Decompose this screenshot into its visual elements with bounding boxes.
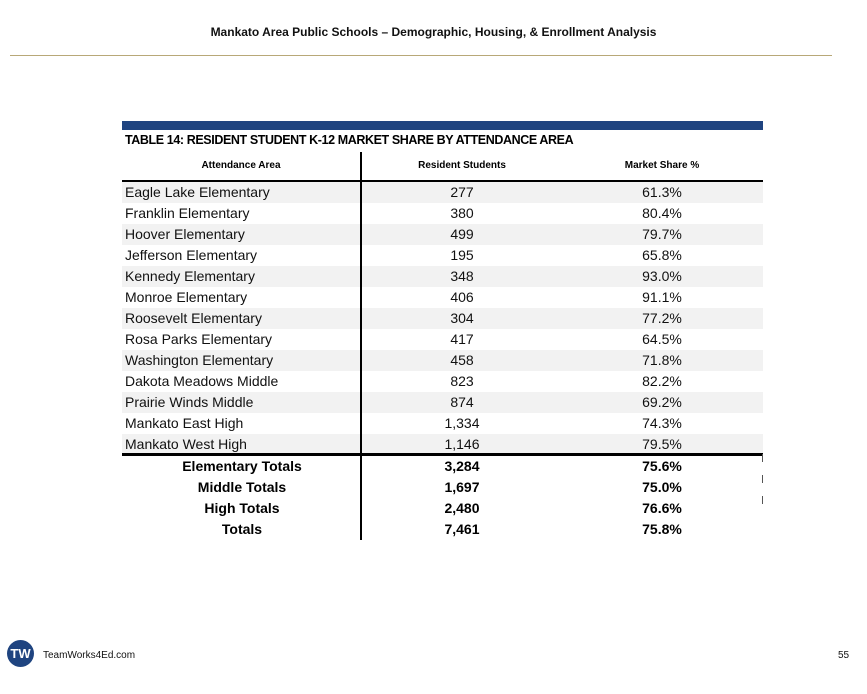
totals-row: Middle Totals 1,697 75.0%: [122, 477, 763, 498]
attendance-area: Kennedy Elementary: [125, 268, 255, 284]
total-label: High Totals: [204, 500, 280, 516]
market-share: 79.5%: [642, 436, 682, 452]
table-row: Jefferson Elementary 195 65.8%: [122, 245, 763, 266]
total-label: Elementary Totals: [182, 458, 302, 474]
resident-students: 304: [450, 310, 474, 326]
attendance-area: Hoover Elementary: [125, 226, 245, 242]
table-title: TABLE 14: RESIDENT STUDENT K-12 MARKET S…: [125, 133, 574, 147]
totals-divider: [122, 453, 763, 456]
footer-site: TeamWorks4Ed.com: [43, 650, 136, 661]
table-row: Prairie Winds Middle 874 69.2%: [122, 392, 763, 413]
attendance-area: Prairie Winds Middle: [125, 394, 254, 410]
market-share: 91.1%: [642, 289, 682, 305]
column-header-attendance-area: Attendance Area: [201, 160, 281, 171]
table-row: Dakota Meadows Middle 823 82.2%: [122, 371, 763, 392]
market-share: 64.5%: [642, 331, 682, 347]
table-row: Hoover Elementary 499 79.7%: [122, 224, 763, 245]
total-market-share: 75.8%: [642, 521, 682, 537]
total-students: 2,480: [444, 500, 480, 516]
market-share: 71.8%: [642, 352, 682, 368]
table-row: Kennedy Elementary 348 93.0%: [122, 266, 763, 287]
resident-students: 348: [450, 268, 474, 284]
market-share: 79.7%: [642, 226, 682, 242]
total-label: Middle Totals: [197, 479, 287, 495]
total-market-share: 76.6%: [642, 500, 682, 516]
resident-students: 1,334: [444, 415, 480, 431]
table-row: Rosa Parks Elementary 417 64.5%: [122, 329, 763, 350]
totals-row: Elementary Totals 3,284 75.6%: [122, 456, 763, 477]
attendance-area: Washington Elementary: [125, 352, 274, 368]
total-market-share: 75.6%: [642, 458, 682, 474]
attendance-area: Jefferson Elementary: [125, 247, 258, 263]
column-header-resident-students: Resident Students: [418, 160, 506, 171]
total-market-share: 75.0%: [642, 479, 682, 495]
tick-mark: [762, 454, 763, 462]
attendance-area: Rosa Parks Elementary: [125, 331, 273, 347]
resident-students: 874: [450, 394, 474, 410]
resident-students: 195: [450, 247, 474, 263]
tick-mark: [762, 496, 763, 504]
attendance-area: Dakota Meadows Middle: [125, 373, 279, 389]
tick-mark: [762, 475, 763, 483]
market-share: 77.2%: [642, 310, 682, 326]
total-students: 3,284: [444, 458, 480, 474]
header-divider: [122, 180, 763, 182]
column-header-market-share: Market Share %: [624, 160, 700, 171]
attendance-area: Roosevelt Elementary: [125, 310, 262, 326]
resident-students: 277: [450, 184, 474, 200]
attendance-area: Mankato West High: [125, 436, 247, 452]
document-header: Mankato Area Public Schools – Demographi…: [210, 25, 657, 39]
market-share: 93.0%: [642, 268, 682, 284]
table-row: Washington Elementary 458 71.8%: [122, 350, 763, 371]
attendance-area: Franklin Elementary: [125, 205, 250, 221]
resident-students: 458: [450, 352, 474, 368]
market-share: 65.8%: [642, 247, 682, 263]
total-students: 1,697: [444, 479, 480, 495]
total-students: 7,461: [444, 521, 480, 537]
resident-students: 406: [450, 289, 474, 305]
total-label: Totals: [221, 521, 263, 537]
table-accent-bar: [122, 121, 763, 130]
resident-students: 380: [450, 205, 474, 221]
market-share: 74.3%: [642, 415, 682, 431]
resident-students: 417: [450, 331, 474, 347]
market-share: 80.4%: [642, 205, 682, 221]
market-share: 82.2%: [642, 373, 682, 389]
table-row: Eagle Lake Elementary 277 61.3%: [122, 182, 763, 203]
attendance-area: Monroe Elementary: [125, 289, 248, 305]
resident-students: 499: [450, 226, 474, 242]
column-divider: [360, 152, 362, 540]
page-number: 55: [838, 650, 850, 661]
attendance-area: Mankato East High: [125, 415, 244, 431]
market-share: 61.3%: [642, 184, 682, 200]
totals-row: High Totals 2,480 76.6%: [122, 498, 763, 519]
teamworks-logo: TW: [7, 640, 34, 667]
header-rule: [10, 55, 832, 56]
totals-row: Totals 7,461 75.8%: [122, 519, 763, 540]
market-share: 69.2%: [642, 394, 682, 410]
table-row: Franklin Elementary 380 80.4%: [122, 203, 763, 224]
resident-students: 1,146: [444, 436, 480, 452]
table-row: Roosevelt Elementary 304 77.2%: [122, 308, 763, 329]
table-row: Mankato West High 1,146 79.5%: [122, 434, 763, 455]
table-row: Monroe Elementary 406 91.1%: [122, 287, 763, 308]
table-row: Mankato East High 1,334 74.3%: [122, 413, 763, 434]
attendance-area: Eagle Lake Elementary: [125, 184, 270, 200]
resident-students: 823: [450, 373, 474, 389]
